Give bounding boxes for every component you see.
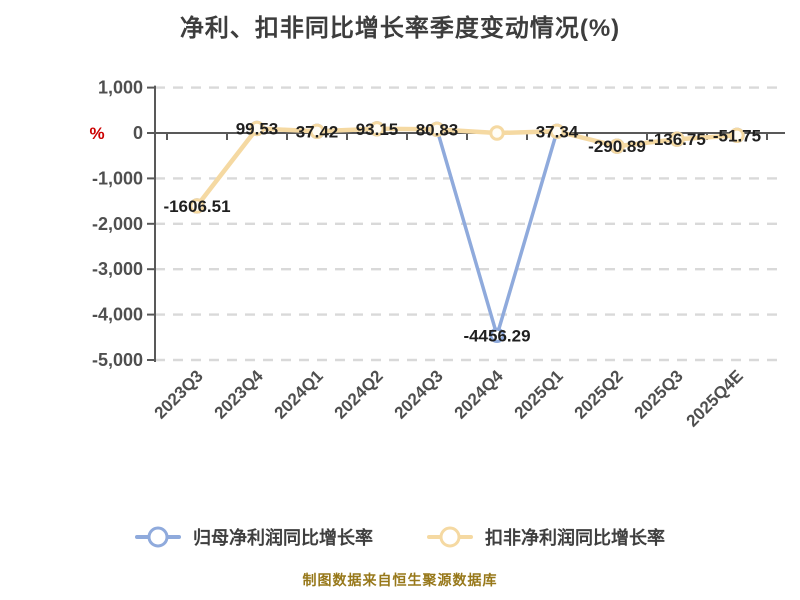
category-label: 2025Q4E	[683, 366, 747, 430]
chart-title: 净利、扣非同比增长率季度变动情况(%)	[179, 15, 621, 42]
data-point-label: 99.53	[236, 119, 279, 138]
data-point-marker	[609, 138, 625, 154]
data-point-label: 80.83	[416, 120, 459, 139]
y-axis-tick-label: 0	[133, 123, 143, 143]
legend-label-net-profit-growth: 归母净利润同比增长率	[193, 528, 373, 548]
data-point-marker	[429, 121, 445, 138]
y-axis-tick-label: -3,000	[92, 259, 143, 279]
legend-item-deducted-profit-growth[interactable]: 扣非净利润同比增长率	[427, 524, 665, 550]
y-axis-tick-label: -4,000	[92, 305, 143, 325]
data-point-marker	[369, 121, 385, 137]
data-point-label: -290.89	[588, 137, 646, 156]
data-point-marker	[249, 120, 265, 137]
legend-label-deducted-profit-growth: 扣非净利润同比增长率	[485, 528, 665, 548]
data-point-marker	[669, 131, 685, 147]
legend-circle-blue-icon	[147, 526, 169, 548]
legend: 归母净利润同比增长率 扣非净利润同比增长率	[0, 524, 800, 550]
data-point-marker	[549, 123, 565, 140]
y-axis-tick-label: -1,000	[92, 168, 143, 188]
data-point-label: 37.34	[536, 122, 579, 141]
y-axis-tick-label: 1,000	[98, 78, 143, 98]
y-axis-unit-label: %	[89, 124, 104, 143]
legend-line-yellow-icon	[427, 526, 473, 548]
legend-item-net-profit-growth[interactable]: 归母净利润同比增长率	[135, 524, 373, 550]
category-label: 2024Q1	[271, 366, 327, 422]
data-point-label: -136.75	[648, 130, 706, 149]
data-point-label: -1606.51	[163, 197, 230, 216]
category-label: 2025Q3	[631, 366, 687, 422]
category-label: 2024Q4	[451, 366, 508, 423]
category-label: 2023Q3	[151, 366, 207, 422]
series-line-net-profit	[195, 126, 739, 338]
category-label: 2023Q4	[211, 366, 268, 423]
legend-circle-yellow-icon	[439, 526, 461, 548]
data-point-label: 37.42	[296, 122, 339, 141]
data-point-marker	[489, 327, 505, 344]
category-label: 2025Q2	[571, 366, 627, 422]
category-label: 2025Q1	[511, 366, 567, 422]
series-line-deducted-profit	[194, 126, 740, 209]
data-point-marker	[189, 198, 205, 214]
data-source-caption: 制图数据来自恒生聚源数据库	[302, 572, 498, 588]
category-label: 2024Q3	[391, 366, 447, 422]
y-axis-tick-label: -5,000	[92, 350, 143, 370]
data-point-label: -51.75	[713, 126, 761, 145]
data-point-marker	[489, 125, 505, 141]
data-point-label: 93.15	[356, 120, 399, 139]
data-point-marker	[729, 127, 745, 144]
data-point-marker	[309, 123, 325, 140]
category-label: 2024Q2	[331, 366, 387, 422]
y-axis-tick-label: -2,000	[92, 214, 143, 234]
data-point-label: -4456.29	[463, 326, 530, 345]
legend-line-blue-icon	[135, 526, 181, 548]
